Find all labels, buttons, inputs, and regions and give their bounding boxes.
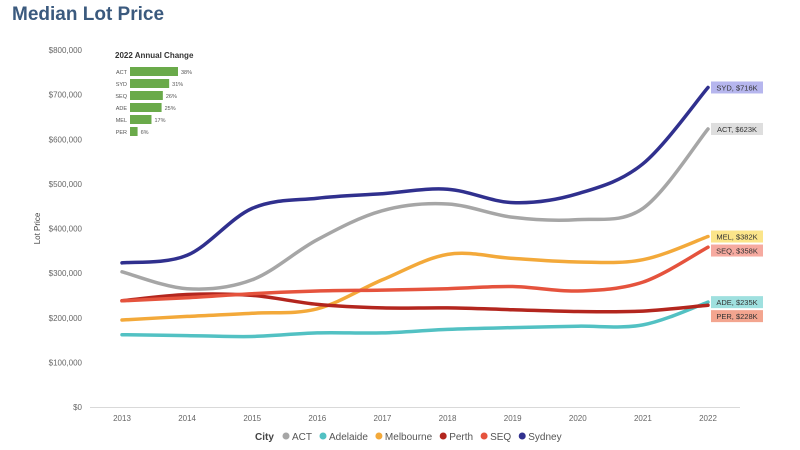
inset-bar-act: [130, 67, 178, 76]
y-tick-label: $0: [73, 403, 82, 412]
x-tick-label: 2014: [178, 414, 196, 423]
series-line-melbourne: [120, 234, 710, 322]
inset-value-label: 38%: [181, 70, 192, 76]
end-label-box-melbourne: [711, 230, 763, 243]
legend-title: City: [255, 432, 274, 443]
y-axis-title: Lot Price: [33, 212, 42, 244]
inset-value-label: 26%: [166, 94, 177, 100]
x-tick-label: 2016: [308, 414, 326, 423]
inset-bar-syd: [130, 79, 170, 88]
x-tick-label: 2019: [504, 414, 522, 423]
inset-title: 2022 Annual Change: [115, 51, 194, 60]
series-line-adelaide: [120, 300, 710, 339]
legend-marker-seq: [480, 432, 488, 440]
x-tick-label: 2017: [374, 414, 392, 423]
inset-category-label: ACT: [116, 70, 128, 76]
legend-label-seq: SEQ: [490, 432, 511, 443]
x-tick-label: 2018: [439, 414, 457, 423]
end-label-act: ACT, $623K: [717, 125, 757, 134]
legend-label-melbourne: Melbourne: [385, 432, 433, 443]
y-tick-label: $600,000: [49, 135, 83, 144]
legend-marker-sydney: [518, 432, 526, 440]
x-tick-label: 2020: [569, 414, 587, 423]
end-label-melbourne: MEL, $382K: [716, 233, 757, 242]
chart-title: Median Lot Price: [12, 4, 165, 25]
y-tick-label: $400,000: [49, 225, 83, 234]
inset-bar-mel: [130, 115, 152, 124]
end-label-seq: SEQ, $358K: [716, 247, 758, 256]
legend-marker-perth: [439, 432, 447, 440]
x-tick-label: 2015: [243, 414, 261, 423]
legend-marker-adelaide: [319, 432, 327, 440]
end-label-box-adelaide: [711, 296, 763, 309]
inset-value-label: 6%: [141, 130, 149, 136]
legend-marker-act: [282, 432, 290, 440]
end-label-adelaide: ADE, $235K: [716, 298, 757, 307]
end-label-perth: PER, $228K: [716, 312, 757, 321]
series-line-sydney: [120, 85, 710, 265]
y-tick-label: $500,000: [49, 180, 83, 189]
inset-bar-per: [130, 127, 138, 136]
y-tick-label: $700,000: [49, 91, 83, 100]
x-tick-label: 2013: [113, 414, 131, 423]
legend-label-act: ACT: [292, 432, 312, 443]
series-line-act: [120, 127, 710, 291]
series-line-seq: [120, 245, 710, 303]
legend-label-sydney: Sydney: [528, 432, 561, 443]
legend-marker-melbourne: [375, 432, 383, 440]
inset-category-label: SEQ: [115, 94, 127, 100]
x-tick-label: 2022: [699, 414, 717, 423]
end-label-box-seq: [711, 244, 763, 257]
legend-label-perth: Perth: [449, 432, 473, 443]
end-label-box-act: [711, 122, 763, 135]
inset-bar-ade: [130, 103, 162, 112]
x-tick-label: 2021: [634, 414, 652, 423]
inset-value-label: 17%: [154, 118, 165, 124]
inset-bar-seq: [130, 91, 163, 100]
inset-category-label: ADE: [116, 106, 128, 112]
y-tick-label: $200,000: [49, 314, 83, 323]
inset-category-label: SYD: [116, 82, 127, 88]
legend-label-adelaide: Adelaide: [329, 432, 368, 443]
end-label-box-perth: [711, 310, 763, 323]
end-label-box-sydney: [711, 81, 763, 94]
inset-category-label: MEL: [116, 118, 127, 124]
inset-value-label: 31%: [172, 82, 183, 88]
y-tick-label: $800,000: [49, 46, 83, 55]
y-tick-label: $100,000: [49, 358, 83, 367]
inset-category-label: PER: [116, 130, 127, 136]
end-label-sydney: SYD, $716K: [716, 83, 757, 92]
y-tick-label: $300,000: [49, 269, 83, 278]
inset-value-label: 25%: [165, 106, 176, 112]
